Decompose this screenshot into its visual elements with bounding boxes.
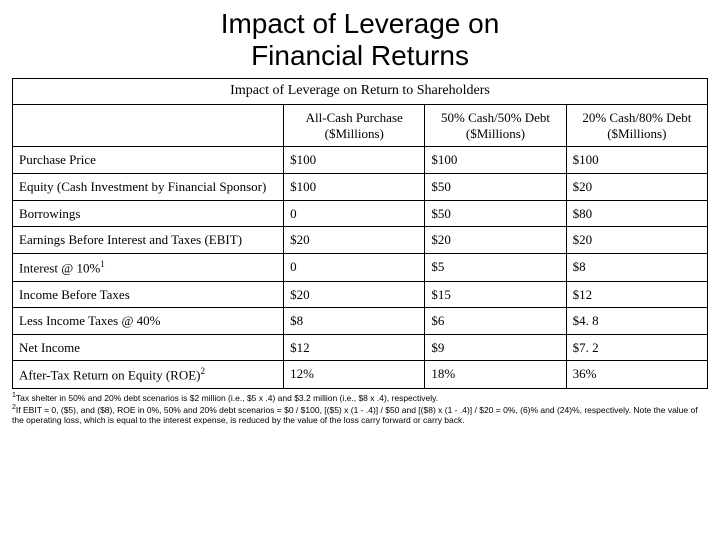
table-row: Interest @ 10%10$5$8	[13, 253, 708, 281]
row-label: Earnings Before Interest and Taxes (EBIT…	[13, 227, 284, 254]
cell: $7. 2	[566, 334, 707, 361]
footnote-1: 1Tax shelter in 50% and 20% debt scenari…	[12, 392, 708, 403]
table-caption-row: Impact of Leverage on Return to Sharehol…	[13, 79, 708, 105]
cell: 12%	[284, 361, 425, 389]
cell: $20	[566, 227, 707, 254]
table-row: Income Before Taxes$20$15$12	[13, 281, 708, 308]
table-row: Net Income$12$9$7. 2	[13, 334, 708, 361]
header-col-1: All-Cash Purchase ($Millions)	[284, 105, 425, 147]
cell: $100	[284, 173, 425, 200]
cell: $20	[425, 227, 566, 254]
page-title: Impact of Leverage on Financial Returns	[12, 8, 708, 72]
header-col-2: 50% Cash/50% Debt ($Millions)	[425, 105, 566, 147]
cell: $6	[425, 308, 566, 335]
row-label: After-Tax Return on Equity (ROE)2	[13, 361, 284, 389]
cell: $20	[284, 281, 425, 308]
cell: 18%	[425, 361, 566, 389]
cell: $80	[566, 200, 707, 227]
row-label: Interest @ 10%1	[13, 253, 284, 281]
table-row: Less Income Taxes @ 40%$8$6$4. 8	[13, 308, 708, 335]
table-row: Purchase Price$100$100$100	[13, 147, 708, 174]
table-header-row: All-Cash Purchase ($Millions) 50% Cash/5…	[13, 105, 708, 147]
cell: $50	[425, 200, 566, 227]
title-line-2: Financial Returns	[251, 40, 469, 71]
row-label: Borrowings	[13, 200, 284, 227]
table-row: After-Tax Return on Equity (ROE)212%18%3…	[13, 361, 708, 389]
cell: $8	[566, 253, 707, 281]
cell: $12	[566, 281, 707, 308]
table-row: Earnings Before Interest and Taxes (EBIT…	[13, 227, 708, 254]
cell: 0	[284, 253, 425, 281]
row-label: Net Income	[13, 334, 284, 361]
header-col-3: 20% Cash/80% Debt ($Millions)	[566, 105, 707, 147]
cell: $15	[425, 281, 566, 308]
cell: $20	[284, 227, 425, 254]
cell: $5	[425, 253, 566, 281]
footnote-2: 2If EBIT = 0, ($5), and ($8), ROE in 0%,…	[12, 404, 708, 426]
cell: $50	[425, 173, 566, 200]
header-empty	[13, 105, 284, 147]
leverage-table: Impact of Leverage on Return to Sharehol…	[12, 78, 708, 389]
title-line-1: Impact of Leverage on	[221, 8, 500, 39]
table-caption: Impact of Leverage on Return to Sharehol…	[13, 79, 708, 105]
row-label: Income Before Taxes	[13, 281, 284, 308]
cell: 0	[284, 200, 425, 227]
cell: $8	[284, 308, 425, 335]
cell: $100	[425, 147, 566, 174]
row-label: Equity (Cash Investment by Financial Spo…	[13, 173, 284, 200]
cell: $100	[566, 147, 707, 174]
cell: $4. 8	[566, 308, 707, 335]
cell: 36%	[566, 361, 707, 389]
cell: $12	[284, 334, 425, 361]
table-row: Borrowings0$50$80	[13, 200, 708, 227]
cell: $20	[566, 173, 707, 200]
cell: $9	[425, 334, 566, 361]
table-row: Equity (Cash Investment by Financial Spo…	[13, 173, 708, 200]
row-label: Purchase Price	[13, 147, 284, 174]
row-label: Less Income Taxes @ 40%	[13, 308, 284, 335]
cell: $100	[284, 147, 425, 174]
footnotes: 1Tax shelter in 50% and 20% debt scenari…	[12, 392, 708, 426]
